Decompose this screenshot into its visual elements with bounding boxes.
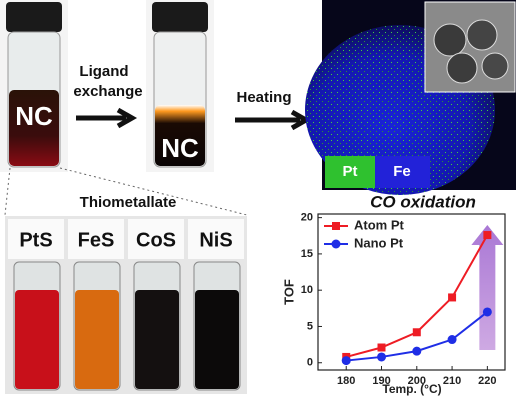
vials-photo: PtS FeS CoS NiS (5, 216, 247, 394)
vial-photo-left: NC (0, 0, 68, 172)
x-tick-label: 190 (372, 375, 390, 387)
legend-marker (332, 222, 340, 230)
marker (412, 328, 421, 337)
x-tick-label: 200 (408, 375, 426, 387)
chart-title: CO oxidation (370, 192, 476, 211)
y-tick-label: 15 (301, 248, 313, 260)
legend-label: Atom Pt (354, 217, 405, 232)
marker (483, 231, 492, 240)
marker (412, 346, 422, 356)
x-tick-label: 180 (337, 375, 355, 387)
y-tick-label: 20 (301, 212, 313, 224)
y-tick-label: 0 (307, 357, 313, 369)
liquid (75, 290, 119, 389)
vial-label: FeS (78, 229, 115, 251)
thiometallate-label: Thiometallate (80, 194, 177, 211)
eds-map: Pt Fe (305, 0, 516, 195)
vial-label: PtS (19, 229, 52, 251)
label-card (128, 219, 184, 259)
x-tick-label: 210 (443, 375, 461, 387)
liquid (135, 290, 179, 389)
label-card (68, 219, 124, 259)
nc-label: NC (15, 101, 53, 131)
arrow (235, 109, 312, 131)
vial-label: NiS (199, 229, 232, 251)
marker (377, 352, 387, 362)
map-label: Pt (343, 163, 358, 180)
legend-label: Nano Pt (354, 235, 404, 250)
guide-line (4, 167, 248, 216)
y-tick-label: 10 (301, 284, 313, 296)
series-line (345, 234, 489, 358)
vial-label: CoS (136, 229, 176, 251)
chart: CO oxidation Temp. (°C) TOF 0 5 10 15 20 180 1… (281, 192, 506, 396)
ligand-label: Ligand (79, 63, 128, 80)
liquid (15, 290, 59, 389)
y-tick-label: 5 (307, 320, 313, 332)
plot-frame (317, 213, 506, 371)
marker (341, 356, 351, 366)
increase-arrow (471, 225, 504, 350)
marker (448, 293, 457, 302)
marker (377, 343, 386, 352)
vial-photo-middle: NC (146, 0, 214, 172)
marker (447, 335, 457, 345)
label-card (8, 219, 64, 259)
heating-label: Heating (236, 89, 291, 106)
label-card (188, 219, 244, 259)
map-label: Fe (393, 163, 411, 180)
nc-label: NC (161, 133, 199, 163)
y-axis-label: TOF (281, 279, 296, 305)
ligand-label: exchange (73, 83, 142, 100)
x-tick-label: 220 (478, 375, 496, 387)
marker (482, 307, 492, 317)
arrow (76, 107, 138, 129)
liquid (195, 290, 239, 389)
x-axis-label: Temp. (°C) (382, 382, 441, 396)
legend-marker (331, 239, 341, 249)
